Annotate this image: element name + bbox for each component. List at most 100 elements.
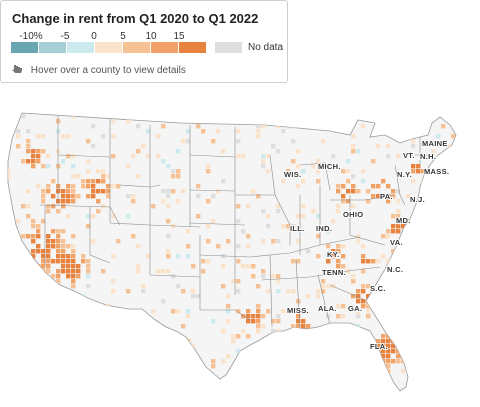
county-cell[interactable] [411, 169, 416, 174]
county-cell[interactable] [51, 259, 56, 264]
county-cell[interactable] [176, 149, 181, 154]
county-cell[interactable] [166, 234, 171, 239]
county-cell[interactable] [431, 229, 436, 234]
county-cell[interactable] [406, 129, 411, 134]
county-cell[interactable] [356, 294, 361, 299]
county-cell[interactable] [236, 309, 241, 314]
county-cell[interactable] [111, 109, 116, 114]
county-cell[interactable] [31, 224, 36, 229]
county-cell[interactable] [51, 354, 56, 359]
county-cell[interactable] [296, 324, 301, 329]
county-cell[interactable] [66, 294, 71, 299]
county-cell[interactable] [291, 139, 296, 144]
county-cell[interactable] [321, 374, 326, 379]
county-cell[interactable] [446, 184, 451, 189]
county-cell[interactable] [116, 184, 121, 189]
county-cell[interactable] [111, 289, 116, 294]
county-cell[interactable] [286, 334, 291, 339]
county-cell[interactable] [71, 349, 76, 354]
county-cell[interactable] [301, 214, 306, 219]
county-cell[interactable] [426, 304, 431, 309]
county-cell[interactable] [291, 259, 296, 264]
county-cell[interactable] [176, 199, 181, 204]
county-cell[interactable] [376, 194, 381, 199]
county-cell[interactable] [281, 109, 286, 114]
county-cell[interactable] [446, 374, 451, 379]
county-cell[interactable] [391, 249, 396, 254]
county-cell[interactable] [391, 189, 396, 194]
county-cell[interactable] [276, 359, 281, 364]
county-cell[interactable] [116, 114, 121, 119]
county-cell[interactable] [26, 159, 31, 164]
county-cell[interactable] [26, 139, 31, 144]
county-cell[interactable] [336, 244, 341, 249]
county-cell[interactable] [91, 364, 96, 369]
county-cell[interactable] [26, 144, 31, 149]
county-cell[interactable] [431, 394, 435, 398]
county-cell[interactable] [131, 234, 136, 239]
county-cell[interactable] [91, 239, 96, 244]
county-cell[interactable] [216, 114, 221, 119]
county-cell[interactable] [96, 189, 101, 194]
county-cell[interactable] [446, 199, 451, 204]
county-cell[interactable] [21, 114, 26, 119]
county-cell[interactable] [136, 149, 141, 154]
county-cell[interactable] [61, 194, 66, 199]
county-cell[interactable] [256, 329, 261, 334]
county-cell[interactable] [31, 394, 35, 398]
county-cell[interactable] [276, 239, 281, 244]
county-cell[interactable] [286, 124, 291, 129]
county-cell[interactable] [386, 334, 391, 339]
county-cell[interactable] [66, 264, 71, 269]
county-cell[interactable] [366, 199, 371, 204]
county-cell[interactable] [56, 379, 61, 384]
county-cell[interactable] [246, 234, 251, 239]
county-cell[interactable] [451, 234, 456, 239]
county-cell[interactable] [341, 194, 346, 199]
county-cell[interactable] [431, 274, 436, 279]
county-cell[interactable] [121, 374, 126, 379]
county-cell[interactable] [151, 349, 156, 354]
county-cell[interactable] [101, 134, 106, 139]
county-cell[interactable] [361, 124, 366, 129]
county-cell[interactable] [271, 274, 276, 279]
county-cell[interactable] [366, 309, 371, 314]
county-cell[interactable] [71, 174, 76, 179]
county-cell[interactable] [446, 194, 451, 199]
county-cell[interactable] [131, 154, 136, 159]
county-cell[interactable] [311, 329, 316, 334]
county-cell[interactable] [126, 289, 131, 294]
county-cell[interactable] [446, 334, 451, 339]
county-cell[interactable] [46, 244, 51, 249]
county-cell[interactable] [391, 394, 395, 398]
county-cell[interactable] [411, 274, 416, 279]
county-cell[interactable] [131, 384, 136, 389]
county-cell[interactable] [391, 224, 396, 229]
county-cell[interactable] [76, 264, 81, 269]
county-cell[interactable] [61, 159, 66, 164]
county-cell[interactable] [36, 149, 41, 154]
county-cell[interactable] [346, 189, 351, 194]
county-cell[interactable] [26, 264, 31, 269]
county-cell[interactable] [236, 244, 241, 249]
county-cell[interactable] [311, 209, 316, 214]
county-cell[interactable] [81, 259, 86, 264]
county-cell[interactable] [46, 264, 51, 269]
county-cell[interactable] [261, 239, 266, 244]
county-cell[interactable] [451, 384, 456, 389]
county-cell[interactable] [126, 214, 131, 219]
county-cell[interactable] [366, 259, 371, 264]
county-cell[interactable] [236, 154, 241, 159]
county-cell[interactable] [296, 354, 301, 359]
county-cell[interactable] [31, 159, 36, 164]
county-cell[interactable] [431, 209, 436, 214]
county-cell[interactable] [166, 249, 171, 254]
county-cell[interactable] [316, 169, 321, 174]
county-cell[interactable] [211, 194, 216, 199]
county-cell[interactable] [316, 179, 321, 184]
county-cell[interactable] [76, 274, 81, 279]
county-cell[interactable] [336, 314, 341, 319]
county-cell[interactable] [351, 294, 356, 299]
county-cell[interactable] [446, 319, 451, 324]
county-cell[interactable] [381, 234, 386, 239]
